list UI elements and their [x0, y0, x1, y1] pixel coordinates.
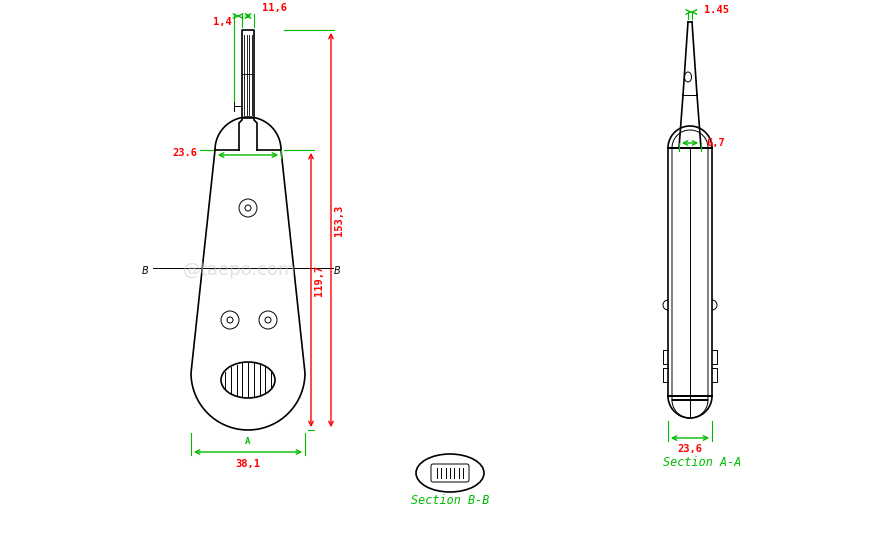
- Text: 38,1: 38,1: [236, 459, 260, 469]
- Text: 6,7: 6,7: [706, 138, 725, 148]
- Text: Section A-A: Section A-A: [663, 455, 741, 469]
- Text: A: A: [245, 438, 251, 447]
- Text: @taepo.com: @taepo.com: [183, 261, 297, 279]
- Text: Section B-B: Section B-B: [411, 493, 489, 507]
- Text: 23.6: 23.6: [172, 148, 197, 158]
- Text: 1.45: 1.45: [704, 5, 729, 15]
- Text: 11,6: 11,6: [262, 3, 287, 13]
- Text: 153,3: 153,3: [334, 204, 344, 235]
- Text: 119,7: 119,7: [314, 264, 324, 296]
- Text: 23,6: 23,6: [677, 444, 702, 454]
- Text: B: B: [334, 266, 340, 276]
- Text: B: B: [141, 266, 148, 276]
- Text: 1,4: 1,4: [213, 17, 232, 27]
